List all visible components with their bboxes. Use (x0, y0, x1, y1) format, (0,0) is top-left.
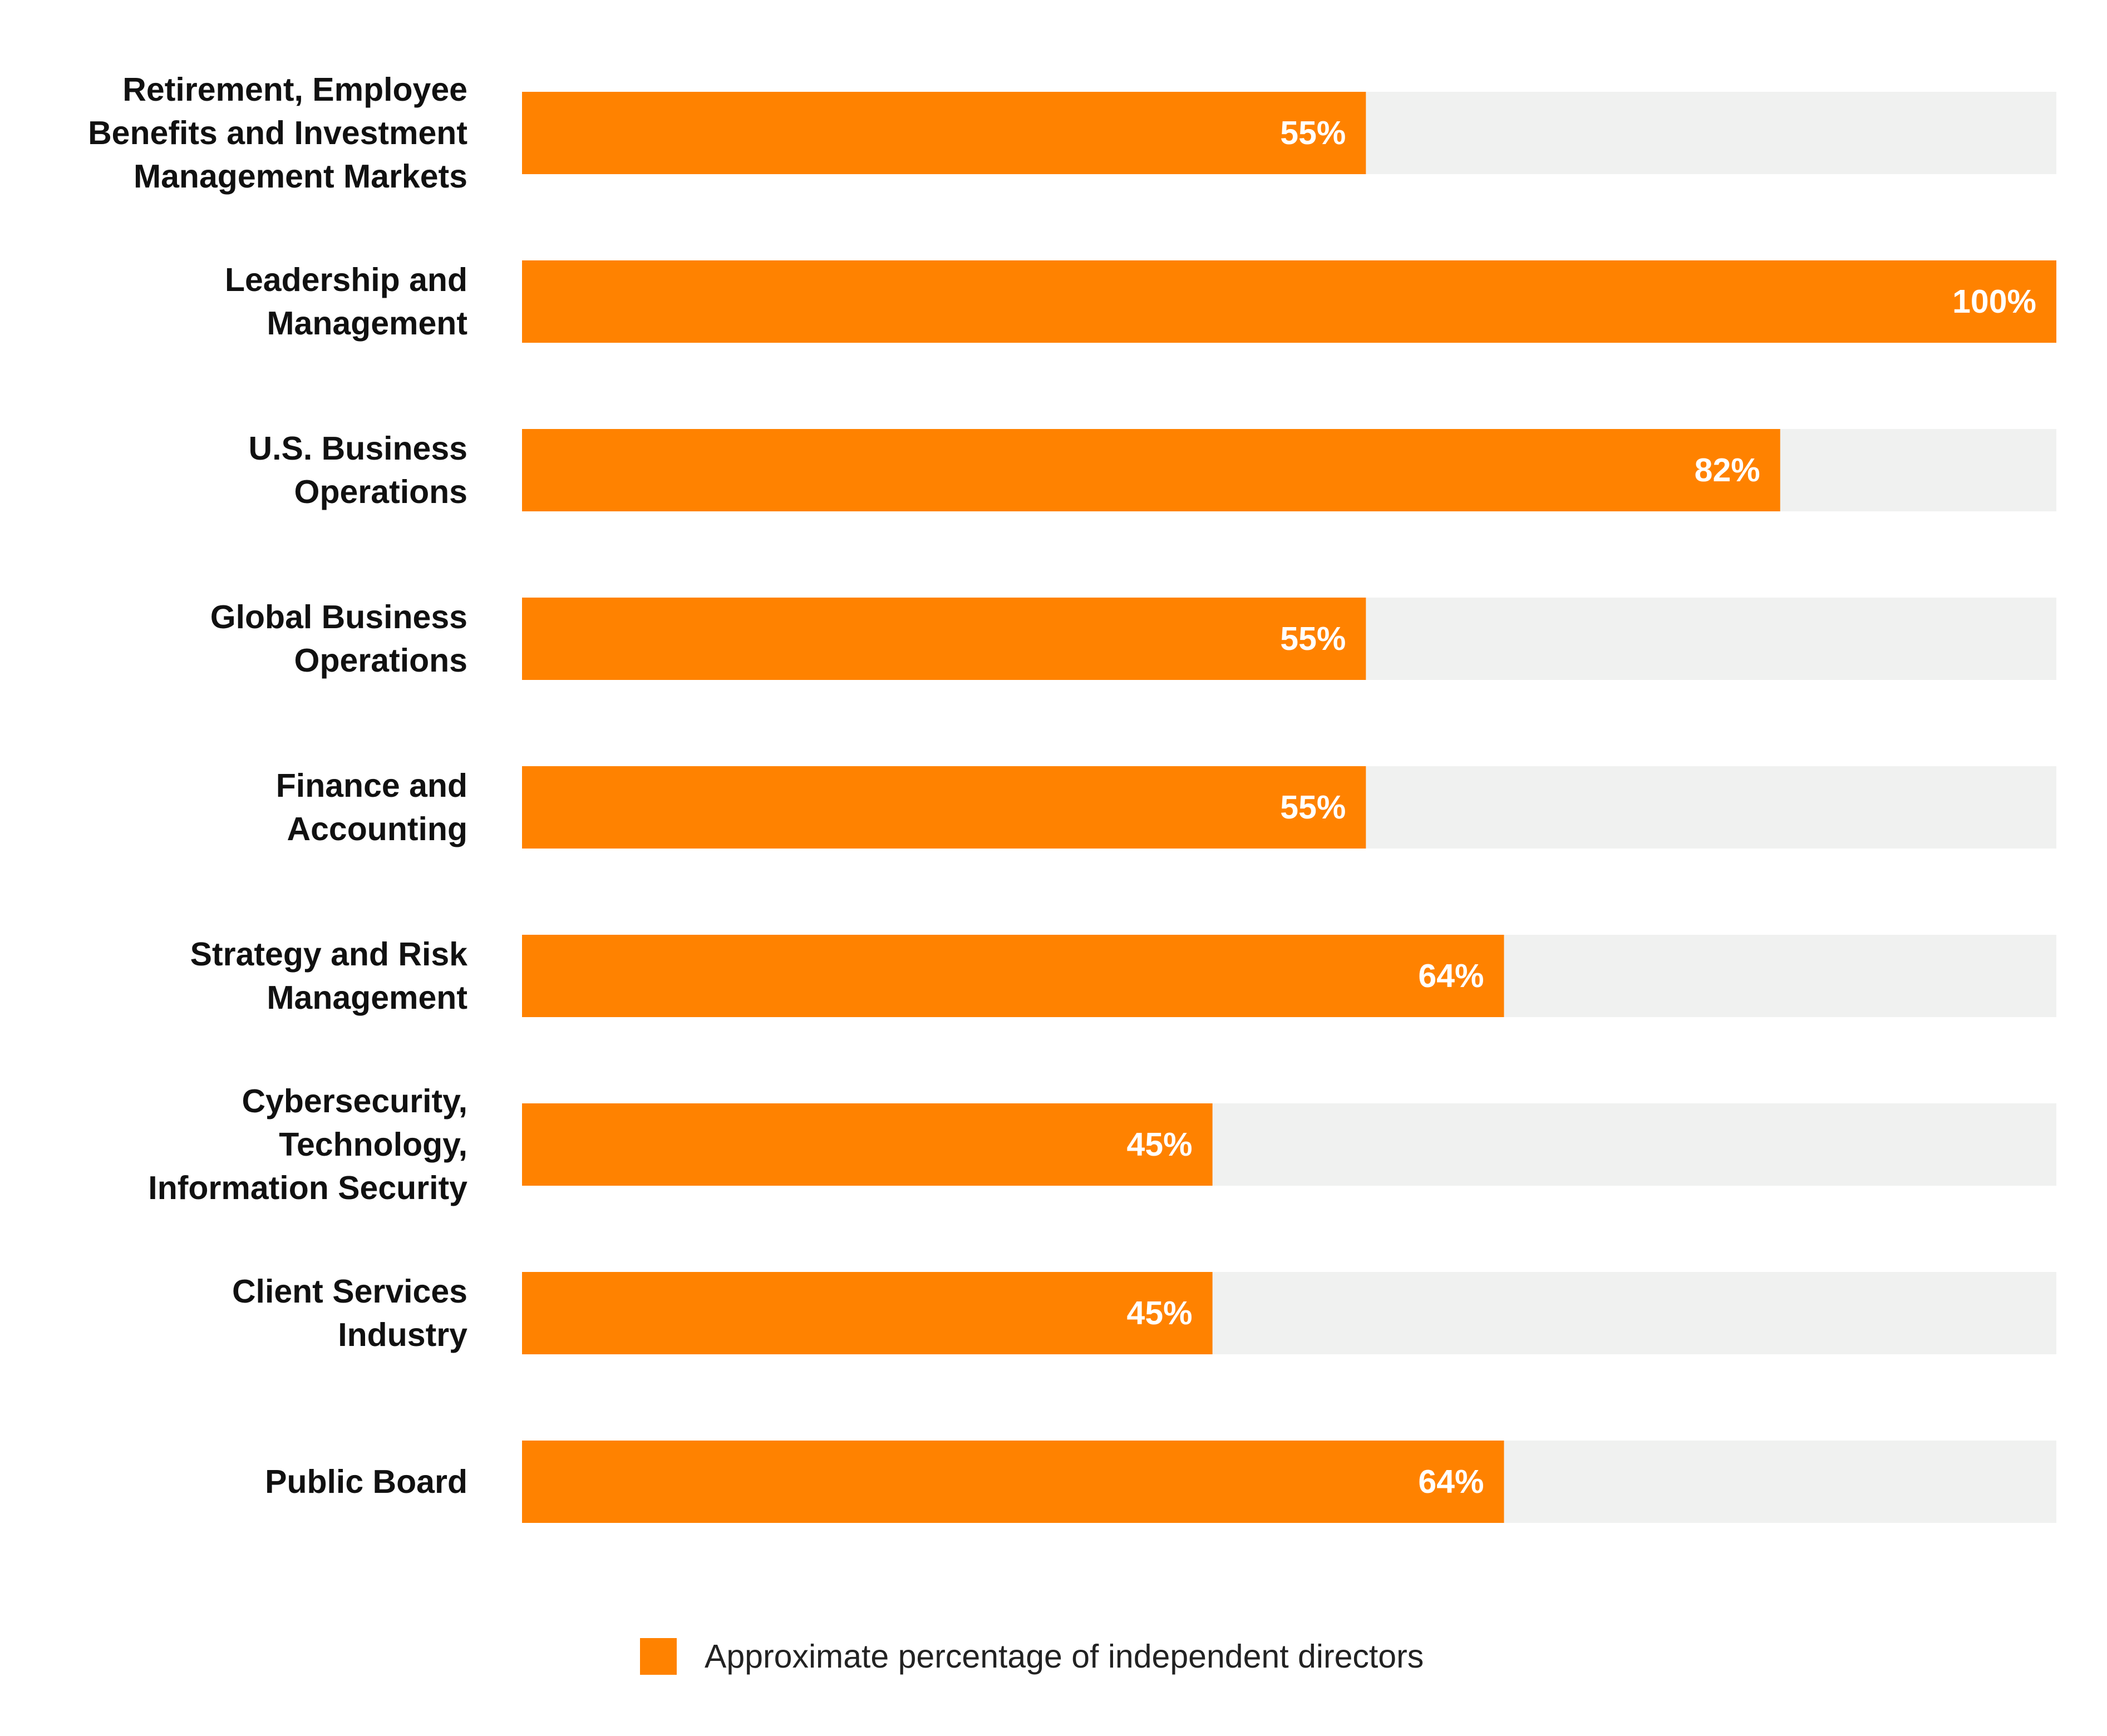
bar-value-label: 82% (1695, 452, 1760, 489)
legend-swatch (640, 1638, 677, 1675)
bar (522, 598, 1366, 680)
category-label: U.S. Business Operations (248, 430, 467, 510)
bar-value-label: 55% (1280, 789, 1346, 826)
bar (522, 92, 1366, 174)
bar-value-label: 100% (1952, 283, 2036, 320)
value-labels: 55% 100% 82% 55% 55% 64% 45% 45% 64% (1127, 115, 2036, 1500)
bar (522, 766, 1366, 849)
bar-value-label: 45% (1127, 1126, 1193, 1163)
bar (522, 429, 1780, 511)
bar (522, 1103, 1213, 1186)
category-label: Leadership and Management (224, 262, 467, 342)
bars (522, 92, 2056, 1523)
bar-value-label: 64% (1418, 1463, 1484, 1500)
legend: Approximate percentage of independent di… (640, 1637, 1424, 1676)
category-label: Public Board (265, 1463, 467, 1500)
category-label: Finance and Accounting (275, 767, 467, 847)
bar-value-label: 55% (1280, 620, 1346, 657)
category-label: Strategy and Risk Management (190, 936, 467, 1016)
legend-label: Approximate percentage of independent di… (705, 1638, 1424, 1675)
bar (522, 1272, 1213, 1354)
category-label: Cybersecurity, Technology, Information S… (148, 1083, 467, 1206)
category-label: Global Business Operations (210, 599, 467, 679)
bar (522, 1441, 1504, 1523)
bar-value-label: 45% (1127, 1295, 1193, 1331)
category-label: Client Services Industry (232, 1273, 467, 1353)
category-label: Retirement, Employee Benefits and Invest… (88, 71, 467, 195)
bar (522, 260, 2056, 343)
bar-value-label: 64% (1418, 958, 1484, 994)
bar-value-label: 55% (1280, 115, 1346, 151)
bar (522, 935, 1504, 1017)
